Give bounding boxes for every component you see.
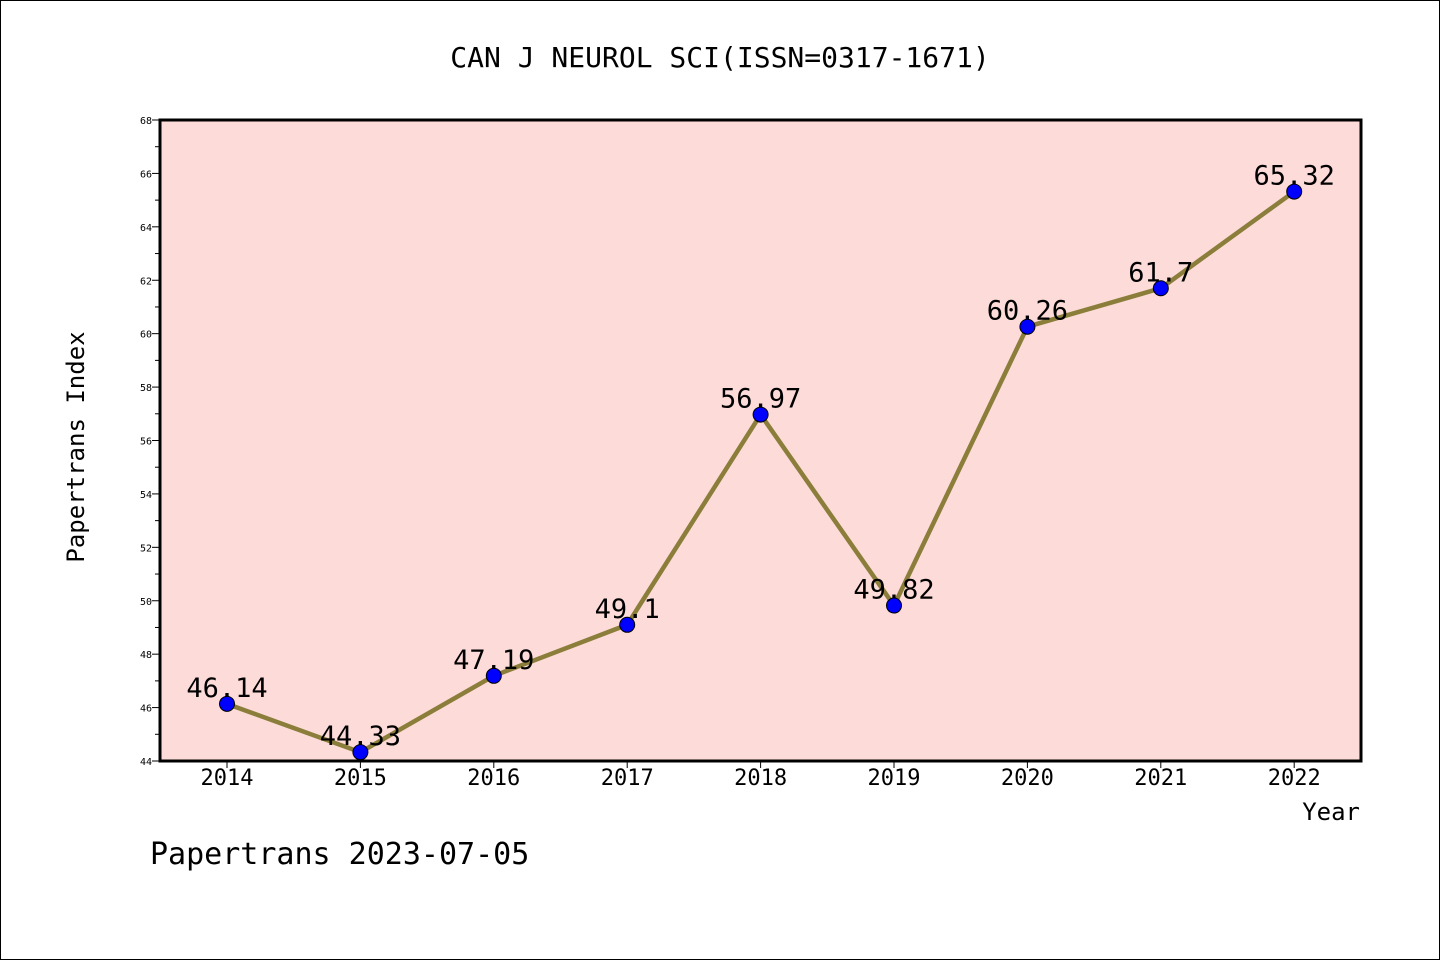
x-tick-label: 2021 [1134, 766, 1187, 791]
y-tick-label: 62 [140, 276, 152, 287]
footer-credit: Papertrans 2023-07-05 [150, 837, 529, 872]
series-layer: 46.14 44.33 47.19 49.1 56.97 49.82 60.26 61.7 65… [186, 161, 1335, 761]
data-label: 49.1 [595, 594, 660, 625]
x-tick-label: 2019 [868, 766, 921, 791]
data-label: 61.7 [1128, 257, 1193, 288]
data-label: 56.97 [720, 384, 801, 415]
x-tick-label: 2016 [467, 766, 520, 791]
data-label: 44.33 [320, 721, 401, 752]
y-axis: 44 46 48 50 52 54 56 58 60 62 64 66 68 [140, 116, 160, 768]
y-tick-label: 56 [140, 437, 152, 448]
data-label: 65.32 [1254, 161, 1335, 192]
data-point [1019, 318, 1036, 335]
data-point [886, 597, 902, 614]
y-tick-label: 60 [140, 330, 152, 341]
x-tick-label: 2014 [201, 766, 254, 791]
y-tick-label: 54 [140, 490, 152, 501]
plot-border [158, 118, 1363, 763]
x-tick-label: 2017 [601, 766, 654, 791]
x-axis-label: Year [1302, 798, 1360, 826]
data-label: 60.26 [987, 296, 1068, 327]
y-tick-label: 64 [140, 223, 152, 234]
y-tick-label: 58 [140, 383, 152, 394]
data-label: 49.82 [853, 575, 934, 606]
y-tick-label: 68 [140, 116, 152, 127]
y-tick-label: 50 [140, 597, 152, 608]
y-tick-label: 66 [140, 169, 152, 180]
data-label: 47.19 [453, 645, 534, 676]
y-tick-label: 44 [140, 757, 152, 768]
y-tick-label: 46 [140, 704, 152, 715]
data-point [619, 616, 636, 633]
data-label: 46.14 [186, 673, 267, 704]
x-tick-label: 2020 [1001, 766, 1054, 791]
data-point [752, 406, 769, 423]
x-tick-label: 2018 [734, 766, 787, 791]
chart-title: CAN J NEUROL SCI(ISSN=0317-1671) [450, 41, 989, 74]
x-tick-label: 2015 [334, 766, 387, 791]
y-axis-label: Papertrans Index [62, 331, 90, 562]
plot-area [160, 120, 1361, 761]
y-tick-label: 48 [140, 650, 152, 661]
data-point [485, 667, 502, 684]
x-tick-label: 2022 [1268, 766, 1321, 791]
data-point [1152, 280, 1169, 297]
y-tick-label: 52 [140, 543, 152, 554]
data-point [1286, 183, 1303, 200]
data-point [219, 695, 235, 712]
x-axis: 2014 2015 2016 2017 2018 2019 2020 2021 2022 [201, 761, 1321, 791]
